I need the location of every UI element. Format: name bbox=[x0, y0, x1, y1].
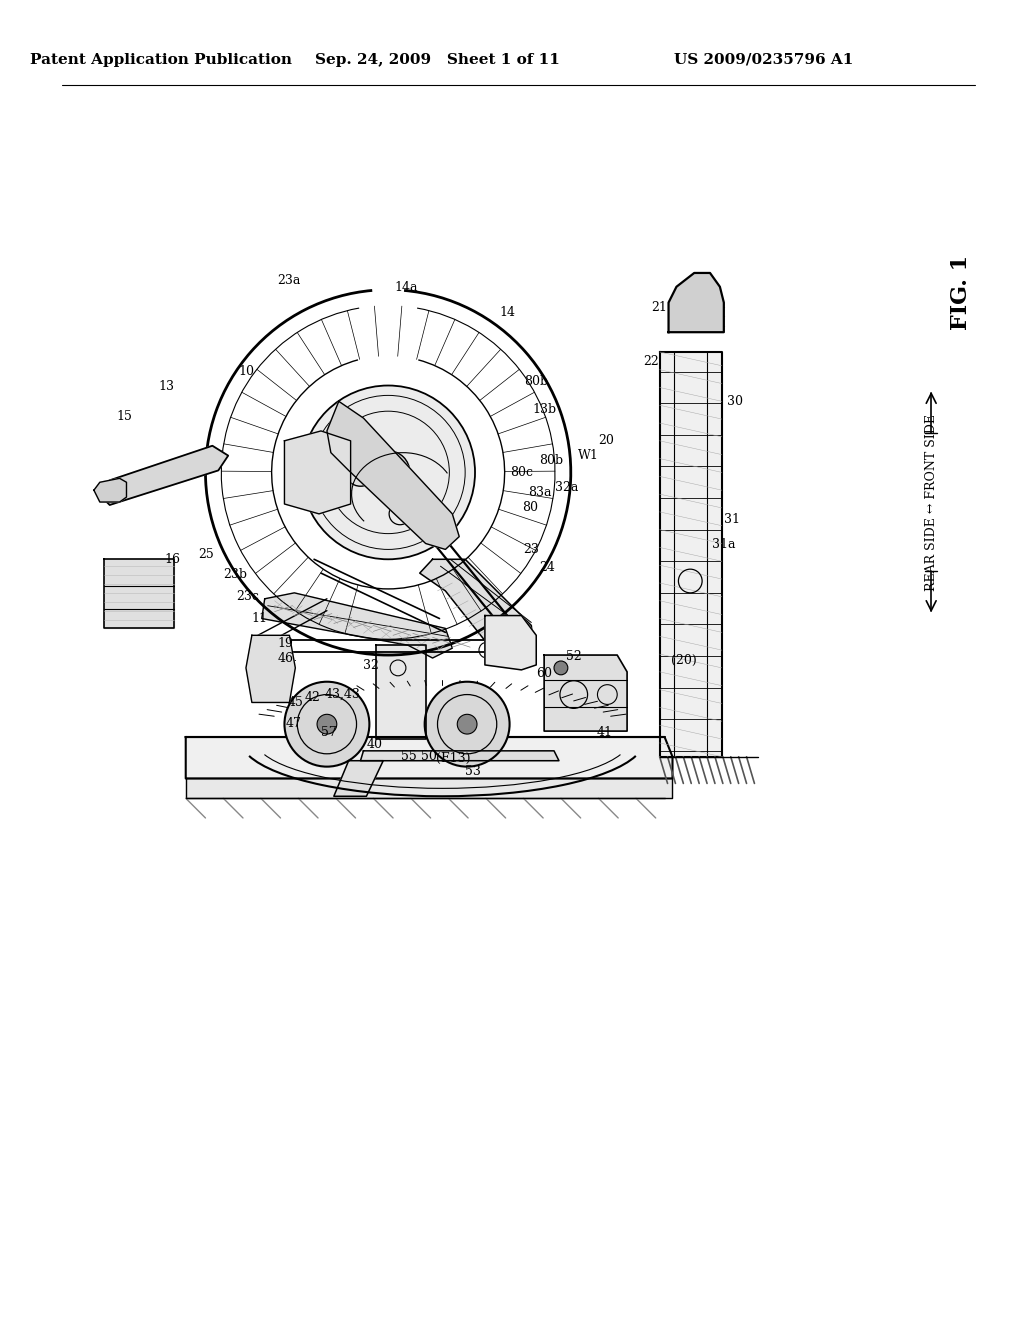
Text: 46: 46 bbox=[278, 652, 294, 664]
Text: 19: 19 bbox=[278, 636, 294, 649]
Text: 24: 24 bbox=[540, 561, 555, 574]
Text: 45: 45 bbox=[288, 696, 303, 709]
Text: 80b: 80b bbox=[524, 375, 549, 388]
Polygon shape bbox=[99, 446, 228, 506]
Text: REAR SIDE ↔ FRONT SIDE: REAR SIDE ↔ FRONT SIDE bbox=[925, 413, 938, 590]
Polygon shape bbox=[669, 273, 724, 333]
Text: 32a: 32a bbox=[555, 480, 579, 494]
Text: 23b: 23b bbox=[223, 568, 247, 581]
Text: Sep. 24, 2009   Sheet 1 of 11: Sep. 24, 2009 Sheet 1 of 11 bbox=[315, 53, 560, 67]
Polygon shape bbox=[360, 751, 559, 760]
Circle shape bbox=[425, 681, 510, 767]
Circle shape bbox=[554, 661, 568, 675]
Text: 40: 40 bbox=[367, 738, 382, 751]
Circle shape bbox=[353, 463, 368, 478]
Text: 60: 60 bbox=[537, 668, 552, 680]
Polygon shape bbox=[334, 760, 383, 796]
Polygon shape bbox=[544, 655, 627, 731]
Text: 20: 20 bbox=[598, 434, 614, 447]
Polygon shape bbox=[485, 615, 537, 669]
Text: 55: 55 bbox=[401, 750, 417, 763]
Circle shape bbox=[498, 627, 525, 655]
Text: (20): (20) bbox=[671, 653, 696, 667]
Text: 23a: 23a bbox=[278, 275, 301, 288]
Text: 31a: 31a bbox=[712, 539, 735, 550]
Polygon shape bbox=[94, 478, 127, 502]
Text: 47: 47 bbox=[286, 717, 301, 730]
Text: 43,43: 43,43 bbox=[325, 688, 360, 701]
Text: 23c: 23c bbox=[237, 590, 259, 603]
Text: (F13): (F13) bbox=[435, 752, 470, 766]
Text: 14a: 14a bbox=[394, 281, 418, 294]
Circle shape bbox=[345, 454, 376, 486]
Text: 16: 16 bbox=[164, 553, 180, 566]
Text: 10: 10 bbox=[238, 366, 254, 379]
Text: 30: 30 bbox=[727, 395, 742, 408]
Circle shape bbox=[367, 450, 410, 494]
Text: 31: 31 bbox=[724, 513, 740, 527]
Text: 11: 11 bbox=[252, 612, 268, 626]
Text: 32: 32 bbox=[364, 660, 379, 672]
Text: 25: 25 bbox=[199, 548, 214, 561]
Text: 15: 15 bbox=[117, 409, 132, 422]
Text: 21: 21 bbox=[651, 301, 667, 314]
Circle shape bbox=[285, 681, 370, 767]
Text: 14: 14 bbox=[500, 306, 516, 319]
Text: 83a: 83a bbox=[528, 486, 552, 499]
Text: Patent Application Publication: Patent Application Publication bbox=[30, 53, 292, 67]
Text: 80b: 80b bbox=[540, 454, 563, 467]
Text: 50: 50 bbox=[421, 750, 436, 763]
Circle shape bbox=[458, 714, 477, 734]
Text: US 2009/0235796 A1: US 2009/0235796 A1 bbox=[674, 53, 853, 67]
Text: 13: 13 bbox=[158, 380, 174, 393]
Text: 80: 80 bbox=[522, 502, 539, 515]
Text: 57: 57 bbox=[321, 726, 337, 739]
Text: 13b: 13b bbox=[532, 403, 556, 416]
Polygon shape bbox=[103, 560, 174, 628]
Text: 53: 53 bbox=[465, 766, 481, 777]
Polygon shape bbox=[420, 560, 535, 668]
Text: 41: 41 bbox=[596, 726, 612, 739]
Text: 23: 23 bbox=[523, 543, 540, 556]
Text: 42: 42 bbox=[304, 690, 321, 704]
Circle shape bbox=[379, 463, 397, 482]
Polygon shape bbox=[285, 430, 350, 513]
Text: W1: W1 bbox=[578, 449, 599, 462]
Polygon shape bbox=[185, 737, 673, 779]
Polygon shape bbox=[376, 645, 426, 739]
Circle shape bbox=[506, 635, 517, 647]
Text: 80c: 80c bbox=[511, 466, 534, 479]
Text: 52: 52 bbox=[566, 649, 582, 663]
Polygon shape bbox=[262, 593, 453, 659]
Polygon shape bbox=[327, 401, 459, 549]
Polygon shape bbox=[246, 635, 295, 702]
Polygon shape bbox=[659, 352, 722, 756]
Polygon shape bbox=[185, 779, 673, 799]
Text: FIG. 1: FIG. 1 bbox=[950, 255, 972, 330]
Circle shape bbox=[301, 385, 475, 560]
Circle shape bbox=[317, 714, 337, 734]
Text: 22: 22 bbox=[643, 355, 658, 368]
